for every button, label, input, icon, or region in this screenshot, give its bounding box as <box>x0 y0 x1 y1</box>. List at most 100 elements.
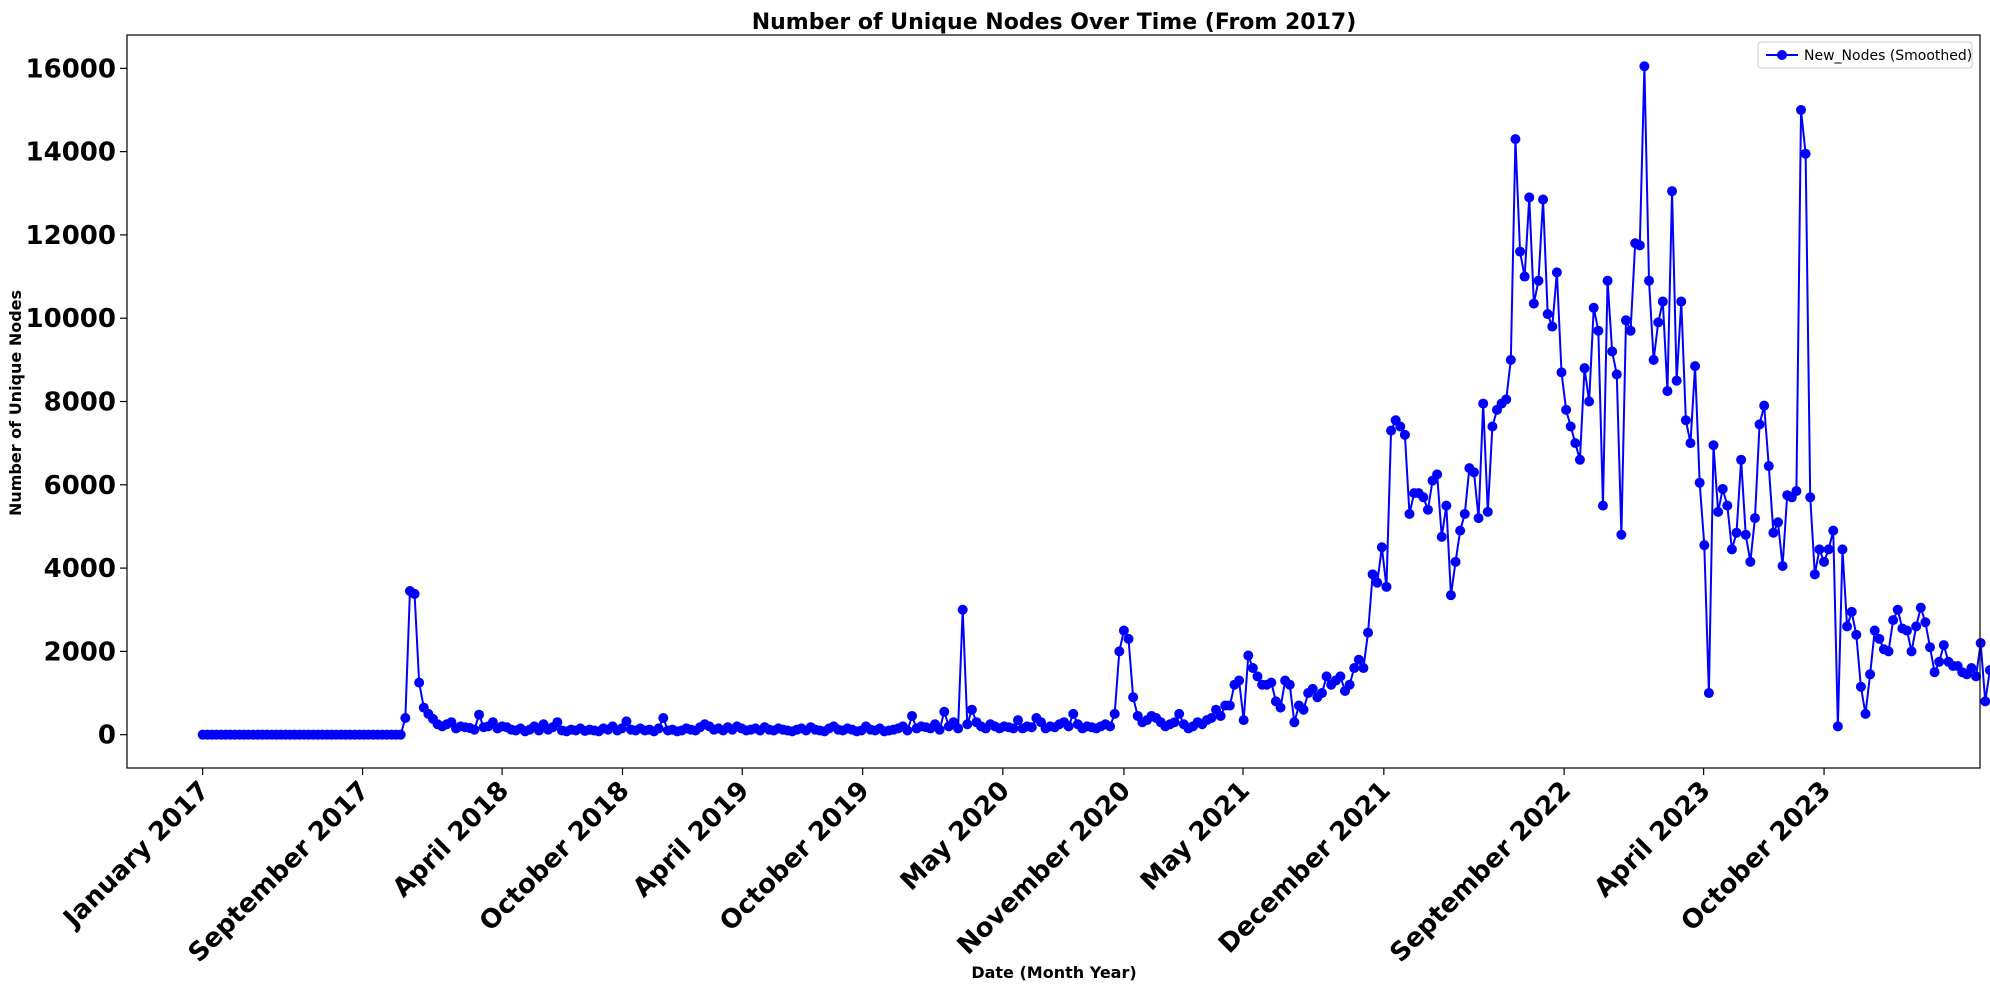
data-point <box>1671 375 1682 386</box>
data-point <box>1717 483 1728 494</box>
data-point <box>1837 544 1848 555</box>
data-point <box>1588 302 1599 313</box>
data-point <box>1422 504 1433 515</box>
data-point <box>1556 367 1567 378</box>
data-point <box>1883 646 1894 657</box>
data-point <box>1008 723 1019 734</box>
data-point <box>1174 708 1185 719</box>
data-point <box>1459 508 1470 519</box>
data-point <box>1690 361 1701 372</box>
data-point <box>1289 717 1300 728</box>
data-point <box>1611 369 1622 380</box>
data-point <box>1634 240 1645 251</box>
data-point <box>1754 419 1765 430</box>
chart-title: Number of Unique Nodes Over Time (From 2… <box>752 10 1357 35</box>
data-point <box>1620 315 1631 326</box>
y-tick-label: 10000 <box>26 304 116 334</box>
data-point <box>1542 309 1553 320</box>
data-point <box>1455 525 1466 536</box>
data-point <box>1105 721 1116 732</box>
data-point <box>1358 663 1369 674</box>
data-point <box>1975 638 1986 649</box>
y-tick-label: 4000 <box>44 554 116 584</box>
data-point <box>1395 421 1406 432</box>
y-tick-label: 8000 <box>44 388 116 418</box>
data-point <box>1570 438 1581 449</box>
data-point <box>1699 540 1710 551</box>
data-point <box>1441 500 1452 511</box>
series-layer <box>197 61 1990 740</box>
data-point <box>1819 556 1830 567</box>
data-point <box>1984 665 1990 676</box>
data-point <box>1473 513 1484 524</box>
data-point <box>1966 663 1977 674</box>
data-point <box>1980 696 1990 707</box>
data-point <box>957 604 968 615</box>
data-point <box>1832 721 1843 732</box>
data-point <box>1335 671 1346 682</box>
data-point <box>1109 708 1120 719</box>
legend-box <box>1757 41 1973 69</box>
data-point <box>1800 148 1811 159</box>
data-point <box>1713 506 1724 517</box>
data-point <box>1809 569 1820 580</box>
data-point <box>1722 500 1733 511</box>
data-point <box>1376 542 1387 553</box>
data-point <box>962 719 973 730</box>
data-point <box>1234 675 1245 686</box>
data-point <box>1915 602 1926 613</box>
data-point <box>1851 629 1862 640</box>
data-point <box>400 713 411 724</box>
data-point <box>1694 477 1705 488</box>
data-point <box>1736 454 1747 465</box>
data-point <box>1501 394 1512 405</box>
data-point <box>1579 363 1590 374</box>
data-point <box>1574 454 1585 465</box>
data-point <box>1275 702 1286 713</box>
data-point <box>1123 633 1134 644</box>
data-point <box>1906 646 1917 657</box>
data-point <box>1243 650 1254 661</box>
data-point <box>1593 325 1604 336</box>
data-point <box>1644 275 1655 286</box>
data-point <box>1026 722 1037 733</box>
data-point <box>1432 469 1443 480</box>
data-point <box>1524 192 1535 203</box>
data-point <box>1482 506 1493 517</box>
data-point <box>1616 529 1627 540</box>
data-point <box>1823 544 1834 555</box>
data-point <box>414 677 425 688</box>
data-point <box>1745 556 1756 567</box>
data-point <box>1063 721 1074 732</box>
data-point <box>1238 715 1249 726</box>
data-point <box>1796 104 1807 115</box>
data-point <box>1418 492 1429 503</box>
data-point <box>1708 440 1719 451</box>
data-point <box>395 729 406 740</box>
data-point <box>1404 508 1415 519</box>
data-point <box>1367 569 1378 580</box>
data-point <box>1307 683 1318 694</box>
data-point <box>934 724 945 735</box>
data-point <box>1680 415 1691 426</box>
data-point <box>1828 525 1839 536</box>
legend-marker-swatch <box>1777 50 1787 60</box>
data-point <box>1938 640 1949 651</box>
data-point <box>1012 715 1023 726</box>
data-point <box>1551 267 1562 278</box>
data-point <box>552 717 563 728</box>
data-point <box>1128 692 1139 703</box>
y-tick-label: 12000 <box>26 221 116 251</box>
data-point <box>1386 425 1397 436</box>
data-point <box>1224 700 1235 711</box>
data-point <box>1505 354 1516 365</box>
data-point <box>1487 421 1498 432</box>
data-point <box>474 709 485 720</box>
x-axis-label: Date (Month Year) <box>971 963 1136 982</box>
legend-series-label: New_Nodes (Smoothed) <box>1804 48 1972 64</box>
data-point <box>1662 386 1673 397</box>
data-point <box>1685 438 1696 449</box>
data-point <box>1478 398 1489 409</box>
